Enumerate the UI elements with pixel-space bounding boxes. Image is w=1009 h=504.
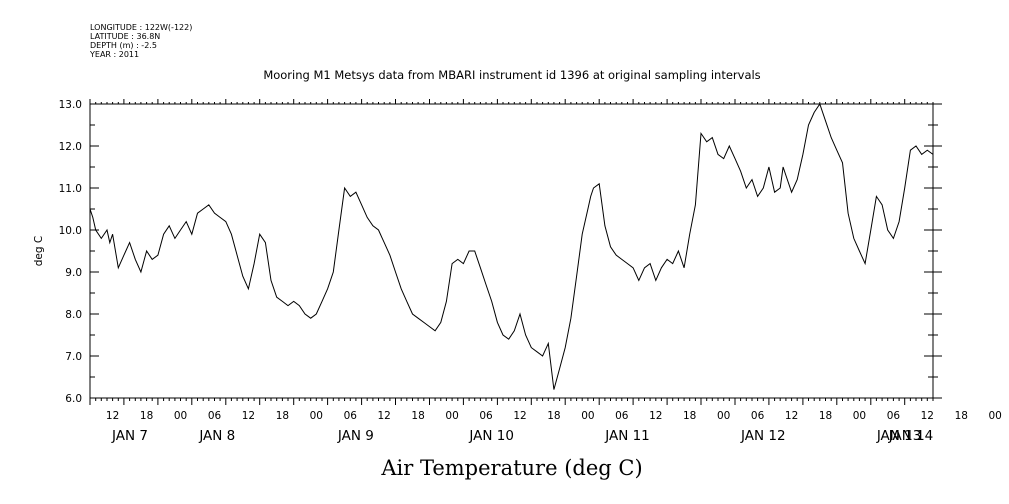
y-axis-label: deg C [33, 236, 45, 266]
tick-marks [89, 99, 942, 405]
x-tick-label: 12 [242, 410, 255, 422]
y-tick-labels: 6.0 7.0 8.0 9.0 10.0 11.0 12.0 13.0 [59, 99, 82, 405]
x-tick-label: 00 [174, 410, 187, 422]
x-tick-label: 00 [310, 410, 323, 422]
x-tick-label: 18 [955, 410, 968, 422]
day-label: JAN 8 [198, 428, 235, 444]
y-tick-label: 9.0 [65, 267, 82, 279]
x-tick-label: 18 [411, 410, 424, 422]
temperature-series-line [89, 102, 934, 390]
depth-label: DEPTH (m) : -2.5 [90, 41, 157, 50]
x-tick-label: 12 [378, 410, 391, 422]
y-tick-label: 10.0 [59, 225, 82, 237]
y-tick-label: 6.0 [65, 393, 82, 405]
day-label: JAN 10 [468, 428, 514, 444]
day-label: JAN 14 [888, 428, 934, 444]
year-label: YEAR : 2011 [89, 50, 139, 59]
x-tick-label: 00 [853, 410, 866, 422]
x-tick-label: 06 [751, 410, 765, 422]
x-tick-label: 12 [785, 410, 798, 422]
y-tick-label: 7.0 [65, 351, 82, 363]
x-tick-labels: 12 18 00 06 12 18 00 06 12 18 00 06 12 18 00 06 12 18 00 06… [106, 410, 1002, 422]
x-tick-label: 12 [106, 410, 119, 422]
latitude-label: LATITUDE : 36.8N [90, 32, 160, 41]
x-tick-label: 06 [479, 410, 493, 422]
day-label: JAN 13 [876, 428, 922, 444]
y-tick-label: 11.0 [59, 183, 82, 195]
day-label: JAN 11 [604, 428, 650, 444]
x-tick-label: 18 [547, 410, 560, 422]
day-labels: JAN 7 JAN 8 JAN 9 JAN 10 JAN 11 JAN 12 JAN 13J… [111, 428, 933, 444]
x-tick-label: 00 [445, 410, 458, 422]
axis-ticks [89, 99, 942, 405]
day-label: JAN 7 [111, 428, 148, 444]
x-tick-label: 06 [887, 410, 901, 422]
x-tick-label: 12 [649, 410, 662, 422]
x-tick-label: 18 [276, 410, 289, 422]
x-tick-label: 06 [208, 410, 222, 422]
x-tick-label: 00 [581, 410, 594, 422]
y-tick-label: 12.0 [59, 141, 82, 153]
plot-frame [89, 103, 934, 399]
x-tick-label: 12 [921, 410, 934, 422]
x-tick-label: 18 [140, 410, 153, 422]
y-tick-label: 13.0 [59, 99, 82, 111]
x-tick-label: 06 [344, 410, 358, 422]
x-tick-label: 06 [615, 410, 629, 422]
day-label: JAN 12 [740, 428, 786, 444]
chart-title: Mooring M1 Metsys data from MBARI instru… [263, 68, 760, 82]
y-tick-label: 8.0 [65, 309, 82, 321]
x-tick-label: 18 [819, 410, 832, 422]
x-tick-label: 00 [989, 410, 1002, 422]
x-tick-label: 00 [717, 410, 730, 422]
x-axis-title: Air Temperature (deg C) [380, 456, 642, 480]
x-tick-label: 18 [683, 410, 696, 422]
x-tick-label: 12 [513, 410, 526, 422]
longitude-label: LONGITUDE : 122W(-122) [90, 23, 192, 32]
day-label: JAN 9 [337, 428, 374, 444]
